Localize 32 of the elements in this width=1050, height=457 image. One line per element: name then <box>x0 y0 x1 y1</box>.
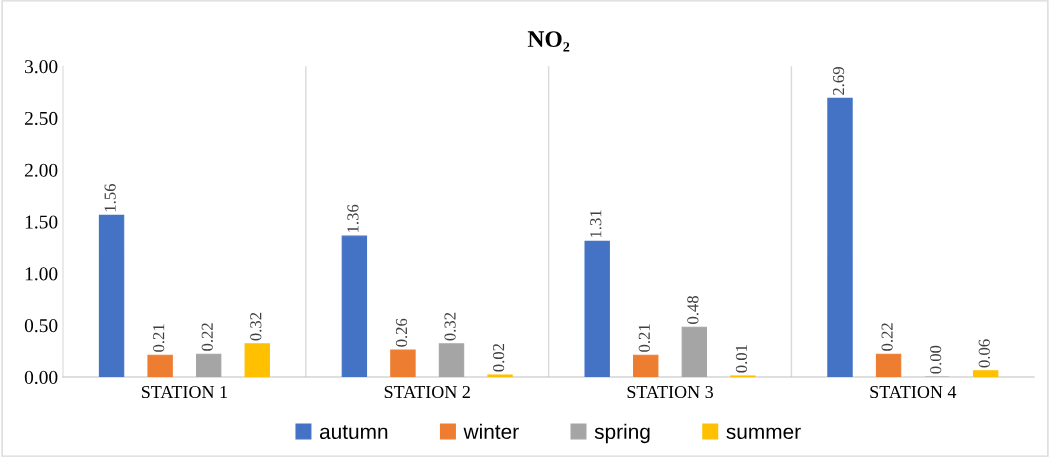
y-tick-label: 2.00 <box>24 163 58 177</box>
chart-title: NO₂ <box>527 31 570 52</box>
data-label: 1.31 <box>590 210 602 238</box>
data-label: 0.00 <box>930 345 942 374</box>
data-label: 0.32 <box>250 312 262 341</box>
data-label: 0.21 <box>153 324 165 352</box>
y-tick-label: 1.50 <box>25 215 58 229</box>
y-tick-label: 0.00 <box>24 370 58 385</box>
data-label: 0.21 <box>638 324 650 352</box>
data-label: 0.26 <box>395 318 408 347</box>
data-label: 2.69 <box>832 67 845 95</box>
data-label: 0.22 <box>881 323 893 351</box>
y-tick-label: 2.50 <box>24 111 58 126</box>
y-tick-label: 0.50 <box>24 319 58 333</box>
x-tick-label: STATION 4 <box>870 385 957 399</box>
data-label: 0.01 <box>735 345 748 373</box>
x-tick-label: STATION 1 <box>141 385 227 399</box>
data-label: 1.56 <box>104 183 116 212</box>
x-tick-label: STATION 3 <box>627 385 713 399</box>
data-label: 0.06 <box>978 339 990 368</box>
data-label: 0.32 <box>444 312 456 341</box>
legend-label: winter <box>463 423 519 440</box>
data-label: 0.48 <box>687 295 699 324</box>
y-tick-label: 1.00 <box>25 267 58 281</box>
x-tick-label: STATION 2 <box>384 385 470 399</box>
legend-label: autumn <box>319 425 388 440</box>
y-tick-label: 3.00 <box>25 60 58 74</box>
data-label: 0.02 <box>492 343 505 372</box>
data-label: 1.36 <box>347 204 359 232</box>
legend-label: summer <box>726 427 801 440</box>
data-label: 0.22 <box>201 323 213 351</box>
legend-label: spring <box>594 423 650 444</box>
